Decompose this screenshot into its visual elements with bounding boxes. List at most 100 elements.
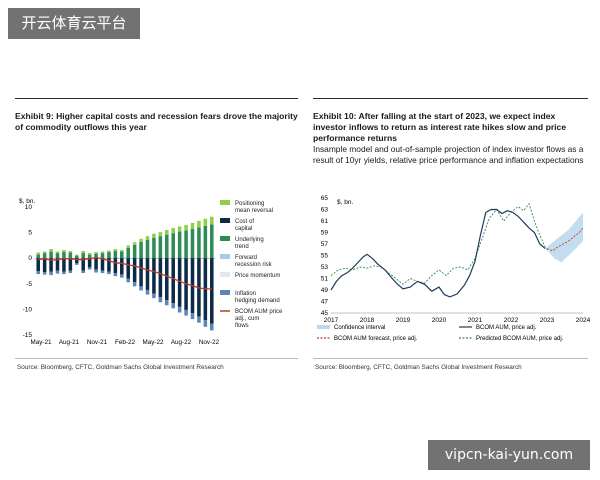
bar-positioning — [177, 226, 182, 232]
bar-positioning — [87, 253, 92, 255]
x-tick-label: 2018 — [360, 317, 375, 324]
bar-positioning — [42, 251, 47, 254]
exhibit-9-panel: Exhibit 9: Higher capital costs and rece… — [15, 98, 298, 379]
bar-positioning — [100, 251, 105, 254]
bar-underlying-trend — [165, 234, 169, 259]
legend-label: Confidence interval — [334, 325, 385, 331]
bar-underlying-trend — [62, 252, 66, 259]
bar-cost-of-capital — [139, 258, 143, 287]
x-tick-label: 2019 — [396, 317, 411, 324]
bar-underlying-trend — [113, 251, 118, 259]
bar-underlying-trend — [55, 253, 60, 259]
bar-cost-of-capital — [165, 258, 169, 301]
bar-inflation-hedging — [62, 271, 66, 275]
y-axis-label: $, bn. — [19, 198, 35, 205]
y-tick-label: 63 — [321, 207, 329, 214]
legend-swatch — [220, 236, 230, 241]
legend-swatch — [317, 325, 330, 329]
exhibit-10-subtitle: Insample model and out-of-sample project… — [313, 144, 584, 165]
bar-inflation-hedging — [184, 309, 188, 316]
bar-inflation-hedging — [158, 297, 163, 303]
bar-inflation-hedging — [197, 316, 201, 323]
legend-label: trend — [235, 244, 249, 250]
legend-swatch — [220, 272, 230, 277]
x-tick-label: Aug-21 — [59, 339, 80, 346]
legend-label: Forward — [235, 255, 257, 261]
bar-underlying-trend — [126, 247, 130, 259]
bar-cost-of-capital — [36, 258, 40, 271]
bar-cost-of-capital — [87, 258, 92, 268]
bar-underlying-trend — [152, 237, 156, 259]
bar-cost-of-capital — [100, 258, 105, 271]
y-tick-label: 5 — [28, 230, 32, 237]
bar-cost-of-capital — [94, 258, 98, 270]
bar-inflation-hedging — [203, 320, 208, 327]
bar-underlying-trend — [177, 231, 182, 259]
legend-label: recession risk — [235, 262, 273, 268]
bar-underlying-trend — [36, 254, 40, 259]
predicted-bcom-line — [330, 202, 548, 285]
bar-inflation-hedging — [81, 270, 85, 274]
legend-swatch — [220, 254, 230, 259]
bar-inflation-hedging — [42, 272, 47, 275]
legend-label: Positioning — [235, 201, 264, 207]
bar-underlying-trend — [68, 252, 73, 259]
x-tick-label: 2022 — [504, 317, 519, 324]
y-tick-label: 57 — [321, 241, 329, 248]
y-tick-label: 53 — [321, 264, 329, 271]
legend-label: mean reversal — [235, 208, 273, 214]
bar-cost-of-capital — [126, 258, 130, 279]
exhibit-10-source: Source: Bloomberg, CFTC, Goldman Sachs G… — [315, 364, 522, 371]
bar-inflation-hedging — [36, 271, 40, 275]
legend-label: BCOM AUM forecast, price adj. — [334, 336, 418, 342]
bar-underlying-trend — [139, 241, 143, 259]
bar-inflation-hedging — [113, 273, 118, 277]
legend-label: BCOM AUM, price adj. — [476, 325, 537, 331]
x-tick-label: Aug-22 — [171, 339, 192, 346]
legend-label: adj., cum — [235, 316, 259, 322]
y-axis-label: $, bn. — [337, 199, 353, 206]
x-tick-label: Nov-21 — [87, 339, 108, 346]
bar-underlying-trend — [107, 252, 111, 259]
legend-label: capital — [235, 226, 252, 232]
bar-cost-of-capital — [81, 258, 85, 271]
bar-underlying-trend — [190, 229, 195, 259]
bar-positioning — [113, 248, 118, 252]
bcom-aum-line — [330, 208, 546, 298]
bar-positioning — [210, 216, 214, 225]
bar-inflation-hedging — [100, 270, 105, 274]
legend-label: Underlying — [235, 237, 264, 243]
legend-label: hedging demand — [235, 298, 280, 304]
legend-label: Cost of — [235, 219, 254, 225]
confidence-interval-area — [547, 212, 583, 263]
bar-inflation-hedging — [152, 293, 156, 299]
bar-positioning — [55, 251, 60, 254]
bar-cost-of-capital — [49, 258, 53, 272]
y-tick-label: -5 — [26, 281, 32, 288]
bar-positioning — [126, 245, 130, 248]
bar-underlying-trend — [120, 251, 124, 259]
bar-cost-of-capital — [113, 258, 118, 274]
y-tick-label: 49 — [321, 287, 329, 294]
bar-underlying-trend — [184, 230, 188, 259]
x-tick-label: 2020 — [432, 317, 447, 324]
bar-underlying-trend — [75, 255, 79, 259]
bar-underlying-trend — [197, 227, 201, 259]
y-tick-label: -10 — [23, 306, 33, 313]
bar-inflation-hedging — [177, 306, 182, 313]
x-tick-label: 2023 — [540, 317, 555, 324]
legend-label: flows — [235, 323, 249, 329]
y-tick-label: -15 — [23, 332, 33, 339]
legend-swatch — [220, 290, 230, 295]
bar-positioning — [190, 222, 195, 230]
bar-positioning — [120, 250, 124, 252]
bar-cost-of-capital — [68, 258, 73, 271]
bar-underlying-trend — [171, 233, 175, 259]
bar-positioning — [68, 251, 73, 253]
bar-inflation-hedging — [107, 271, 111, 275]
y-tick-label: 47 — [321, 299, 329, 306]
bar-positioning — [75, 254, 79, 256]
bar-cost-of-capital — [42, 258, 47, 273]
bar-inflation-hedging — [68, 270, 73, 274]
